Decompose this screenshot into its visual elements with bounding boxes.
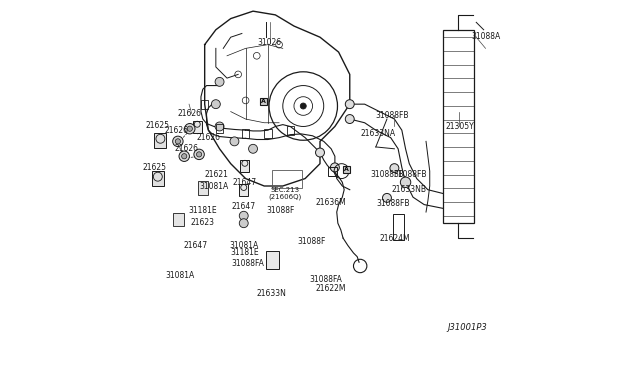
Circle shape: [300, 103, 306, 109]
Text: 21621: 21621: [205, 170, 228, 179]
Text: (21606Q): (21606Q): [268, 194, 301, 201]
Circle shape: [184, 124, 195, 134]
Text: A: A: [344, 167, 349, 172]
Bar: [216, 124, 223, 133]
Circle shape: [175, 139, 180, 144]
Text: A: A: [261, 99, 266, 104]
Text: 21625: 21625: [145, 121, 169, 130]
Circle shape: [316, 148, 324, 157]
Text: 31088A: 31088A: [471, 32, 500, 41]
Text: 31181E: 31181E: [230, 248, 259, 257]
Bar: [241, 160, 250, 172]
Bar: [264, 129, 271, 138]
Text: 31088F: 31088F: [267, 206, 295, 215]
Bar: [273, 170, 302, 188]
Text: 21623: 21623: [191, 218, 215, 227]
Text: 31181E: 31181E: [189, 206, 217, 215]
Text: 21626: 21626: [177, 109, 201, 118]
Text: SEC.213: SEC.213: [270, 187, 300, 193]
Text: 31088FB: 31088FB: [377, 199, 410, 208]
Bar: [392, 214, 404, 240]
Bar: [266, 251, 278, 269]
Circle shape: [187, 126, 193, 131]
Circle shape: [179, 151, 189, 161]
Text: 21626: 21626: [196, 133, 220, 142]
Text: 31026: 31026: [258, 38, 282, 47]
Circle shape: [248, 144, 257, 153]
Bar: [198, 181, 208, 195]
Circle shape: [196, 152, 202, 157]
Text: 31088FB: 31088FB: [370, 170, 404, 179]
Bar: [173, 213, 184, 226]
Text: 31088FB: 31088FB: [376, 111, 410, 120]
Text: 21626: 21626: [174, 144, 198, 153]
Circle shape: [383, 193, 392, 202]
Text: 21647: 21647: [233, 178, 257, 187]
Text: 21647: 21647: [183, 241, 207, 250]
Bar: [328, 167, 337, 176]
Bar: [287, 126, 294, 135]
Text: 21626: 21626: [164, 126, 189, 135]
Text: 31081A: 31081A: [229, 241, 259, 250]
Text: 21633NA: 21633NA: [360, 129, 396, 138]
Text: 21647: 21647: [232, 202, 256, 211]
Text: 21636M: 21636M: [316, 198, 346, 207]
Bar: [260, 98, 267, 105]
Text: 31081A: 31081A: [166, 271, 195, 280]
Circle shape: [239, 211, 248, 220]
Circle shape: [401, 177, 411, 187]
Circle shape: [173, 136, 183, 147]
Circle shape: [194, 149, 204, 160]
Circle shape: [239, 219, 248, 228]
Text: J31001P3: J31001P3: [447, 323, 487, 332]
Text: 21633N: 21633N: [257, 289, 287, 298]
Text: 21633NB: 21633NB: [392, 185, 427, 194]
Circle shape: [346, 100, 354, 109]
Bar: [193, 121, 202, 133]
Text: 31088FA: 31088FA: [309, 275, 342, 283]
Circle shape: [182, 154, 187, 159]
Circle shape: [211, 100, 220, 109]
Text: 31088F: 31088F: [298, 237, 326, 246]
Circle shape: [346, 115, 354, 124]
Bar: [242, 129, 250, 138]
Bar: [344, 166, 350, 173]
Bar: [201, 100, 209, 109]
Bar: [443, 30, 474, 223]
Text: 21624M: 21624M: [379, 234, 410, 243]
Bar: [154, 133, 166, 148]
Text: 21622M: 21622M: [316, 284, 346, 293]
Circle shape: [330, 163, 339, 172]
Circle shape: [230, 137, 239, 146]
Text: 31081A: 31081A: [199, 182, 228, 190]
Circle shape: [215, 77, 224, 86]
Text: 31088FA: 31088FA: [231, 259, 264, 268]
Text: 21305Y: 21305Y: [445, 122, 474, 131]
Circle shape: [215, 122, 224, 131]
Bar: [239, 184, 248, 196]
Text: 21625: 21625: [143, 163, 166, 172]
Circle shape: [390, 164, 399, 173]
Bar: [152, 171, 164, 186]
Text: 31088FB: 31088FB: [393, 170, 427, 179]
